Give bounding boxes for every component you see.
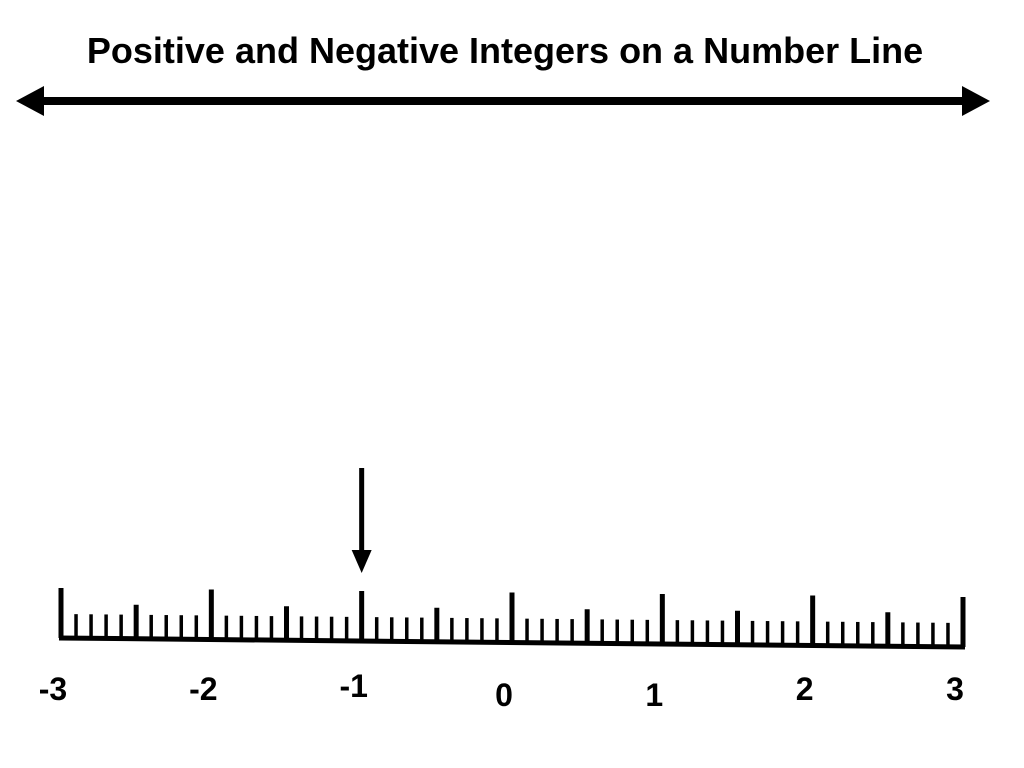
tick-labels: -3 -2 -1 0 1 2 3 <box>39 668 964 713</box>
tick-label: 0 <box>495 677 513 713</box>
tick-label: 3 <box>946 671 964 707</box>
down-arrow-icon <box>351 550 372 573</box>
number-line <box>58 588 966 650</box>
tick-label: -2 <box>189 671 217 707</box>
double-headed-arrow <box>16 86 990 116</box>
arrowhead-left-icon <box>16 86 44 116</box>
tick-label: 2 <box>796 671 814 707</box>
tick-label: 1 <box>645 677 663 713</box>
pointer-arrow <box>351 468 372 573</box>
arrowhead-right-icon <box>962 86 990 116</box>
tick-label: -3 <box>39 671 67 707</box>
tick-label: -1 <box>339 668 367 704</box>
page-title: Positive and Negative Integers on a Numb… <box>86 30 924 71</box>
